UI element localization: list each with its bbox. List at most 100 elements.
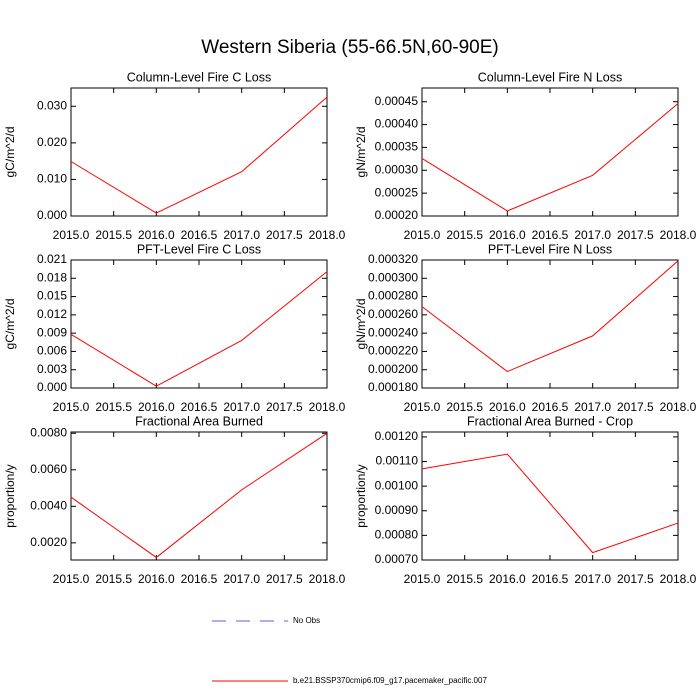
panel-title: Column-Level Fire N Loss: [478, 70, 623, 84]
y-tick-label: 0.00045: [375, 94, 419, 108]
x-tick-label: 2015.5: [446, 400, 483, 414]
x-tick-label: 2017.0: [223, 572, 260, 586]
data-line: [421, 103, 679, 212]
panel: Fractional Area Burned proportion/y 2015.0…: [3, 414, 346, 586]
data-line: [70, 96, 328, 214]
x-tick-label: 2017.0: [574, 400, 611, 414]
y-tick-label: 0.00040: [375, 117, 419, 131]
y-tick-label: 0.010: [37, 172, 67, 186]
y-axis-label: proportion/y: [3, 464, 17, 527]
x-tick-label: 2016.5: [532, 228, 569, 242]
legend-label: No Obs: [293, 616, 320, 625]
panel-title: Fractional Area Burned - Crop: [467, 414, 633, 428]
data-line: [421, 453, 679, 554]
data-line: [70, 271, 328, 387]
x-tick-label: 2015.5: [95, 228, 132, 242]
y-tick-label: 0.021: [37, 252, 67, 266]
panel: Fractional Area Burned - Crop proportion/…: [354, 414, 697, 586]
y-tick-label: 0.000: [37, 208, 67, 222]
x-tick-label: 2015.5: [95, 572, 132, 586]
x-tick-label: 2015.5: [95, 400, 132, 414]
x-tick-label: 2016.0: [489, 400, 526, 414]
y-tick-label: 0.00070: [375, 552, 419, 566]
panel-title: Column-Level Fire C Loss: [127, 70, 272, 84]
x-tick-label: 2018.0: [309, 400, 346, 414]
x-tick-label: 2015.0: [53, 400, 90, 414]
panel-title: PFT-Level Fire N Loss: [488, 242, 612, 256]
y-tick-label: 0.030: [37, 98, 67, 112]
x-tick-label: 2017.5: [617, 400, 654, 414]
y-tick-label: 0.000240: [368, 325, 418, 339]
y-tick-label: 0.000300: [368, 270, 418, 284]
y-tick-label: 0.0080: [30, 425, 67, 439]
x-tick-label: 2017.5: [617, 572, 654, 586]
y-tick-label: 0.003: [37, 362, 67, 376]
panel: Column-Level Fire N Loss gN/m^2/d 2015.0 20…: [354, 70, 697, 242]
x-tick-label: 2017.5: [617, 228, 654, 242]
x-tick-label: 2018.0: [660, 228, 697, 242]
y-tick-label: 0.000320: [368, 252, 418, 266]
x-tick-label: 2017.0: [223, 228, 260, 242]
x-tick-label: 2018.0: [309, 228, 346, 242]
y-tick-label: 0.00025: [375, 185, 419, 199]
x-tick-label: 2017.5: [266, 572, 303, 586]
y-axis-label: gC/m^2/d: [3, 299, 17, 350]
x-tick-label: 2016.0: [489, 572, 526, 586]
y-tick-label: 0.020: [37, 135, 67, 149]
y-tick-label: 0.000260: [368, 307, 418, 321]
x-tick-label: 2017.5: [266, 400, 303, 414]
x-tick-label: 2015.0: [53, 228, 90, 242]
panel-title: PFT-Level Fire C Loss: [137, 242, 261, 256]
y-tick-label: 0.000: [37, 380, 67, 394]
x-tick-label: 2015.0: [404, 572, 441, 586]
x-tick-label: 2016.5: [181, 572, 218, 586]
y-tick-label: 0.006: [37, 344, 67, 358]
y-tick-label: 0.000200: [368, 362, 418, 376]
x-tick-label: 2015.0: [404, 228, 441, 242]
x-tick-label: 2017.0: [574, 228, 611, 242]
x-tick-label: 2018.0: [309, 572, 346, 586]
y-tick-label: 0.00100: [375, 478, 419, 492]
panel: PFT-Level Fire C Loss gC/m^2/d 2015.0 2015.…: [3, 242, 346, 414]
x-tick-label: 2016.0: [138, 228, 175, 242]
y-tick-label: 0.0040: [30, 498, 67, 512]
x-tick-label: 2016.5: [181, 400, 218, 414]
y-axis-label: gC/m^2/d: [3, 127, 17, 178]
y-tick-label: 0.00020: [375, 208, 419, 222]
y-tick-label: 0.000220: [368, 344, 418, 358]
x-tick-label: 2016.5: [181, 228, 218, 242]
x-tick-label: 2015.0: [53, 572, 90, 586]
x-tick-label: 2015.5: [446, 572, 483, 586]
x-tick-label: 2015.0: [404, 400, 441, 414]
x-tick-label: 2018.0: [660, 572, 697, 586]
y-tick-label: 0.00090: [375, 503, 419, 517]
x-tick-label: 2016.0: [138, 572, 175, 586]
x-tick-label: 2018.0: [660, 400, 697, 414]
y-tick-label: 0.018: [37, 270, 67, 284]
y-tick-label: 0.00120: [375, 429, 419, 443]
y-tick-label: 0.00080: [375, 528, 419, 542]
figure-title: Western Siberia (55-66.5N,60-90E): [201, 37, 498, 58]
panel-title: Fractional Area Burned: [135, 414, 263, 428]
data-line: [70, 432, 328, 559]
x-tick-label: 2016.5: [532, 572, 569, 586]
y-tick-label: 0.00110: [376, 454, 419, 468]
y-axis-label: gN/m^2/d: [354, 127, 368, 178]
legend-label: b.e21.BSSP370cmip6.f09_g17.pacemaker_pac…: [293, 676, 487, 685]
y-tick-label: 0.0060: [30, 462, 67, 476]
x-tick-label: 2017.0: [574, 572, 611, 586]
x-tick-label: 2016.0: [489, 228, 526, 242]
x-tick-label: 2015.5: [446, 228, 483, 242]
x-tick-label: 2016.5: [532, 400, 569, 414]
panel: PFT-Level Fire N Loss gN/m^2/d 2015.0 2015.…: [354, 242, 697, 414]
x-tick-label: 2017.0: [223, 400, 260, 414]
y-tick-label: 0.009: [37, 325, 67, 339]
y-tick-label: 0.015: [37, 289, 67, 303]
y-tick-label: 0.000180: [368, 380, 418, 394]
y-tick-label: 0.000280: [368, 289, 418, 303]
y-tick-label: 0.0020: [30, 535, 67, 549]
panel: Column-Level Fire C Loss gC/m^2/d 2015.0 20…: [3, 70, 346, 242]
